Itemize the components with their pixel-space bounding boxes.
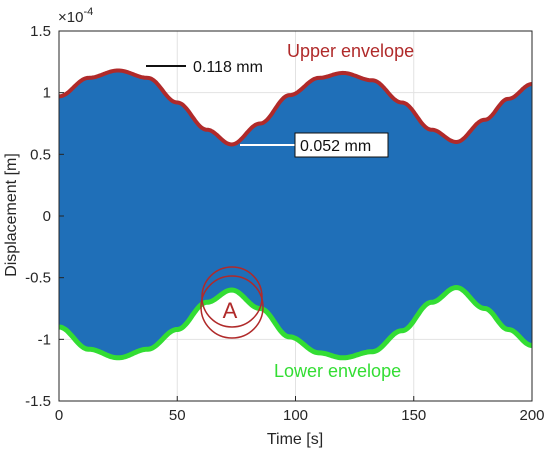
y-tick-label: -1 — [38, 331, 51, 348]
y-axis-ticks: 1.5 1 0.5 0 -0.5 -1 -1.5 — [25, 23, 64, 410]
y-tick-label: 1.5 — [30, 23, 51, 40]
upper-envelope-line — [58, 68, 533, 147]
y-tick-label: 1 — [43, 85, 51, 102]
x-tick-label: 150 — [401, 407, 426, 424]
y-tick-label: 0 — [43, 208, 51, 225]
max-callout-box — [186, 54, 276, 78]
y-tick-label: -0.5 — [25, 270, 51, 287]
min-callout-label: 0.052 mm — [300, 138, 371, 155]
lower-envelope-line — [58, 284, 533, 361]
y-tick-label: 0.5 — [30, 146, 51, 163]
region-a-label: A — [223, 298, 238, 323]
x-tick-label: 50 — [169, 407, 186, 424]
x-axis-ticks: 0 50 100 150 200 — [55, 396, 545, 424]
max-callout-label: 0.118 mm — [193, 59, 263, 76]
x-tick-label: 0 — [55, 407, 63, 424]
y-tick-label: -1.5 — [25, 393, 51, 410]
oscillation-fill — [59, 70, 532, 358]
x-axis-label: Time [s] — [267, 431, 323, 448]
x-tick-label: 200 — [519, 407, 544, 424]
region-a-inner-circle — [200, 275, 264, 339]
x-tick-label: 100 — [283, 407, 308, 424]
y-exponent-label: ×10-4 — [58, 6, 93, 26]
lower-envelope-label: Lower envelope — [274, 361, 401, 381]
min-callout-box — [294, 132, 389, 158]
upper-envelope-label: Upper envelope — [287, 41, 414, 61]
y-axis-label: Displacement [m] — [3, 153, 20, 277]
